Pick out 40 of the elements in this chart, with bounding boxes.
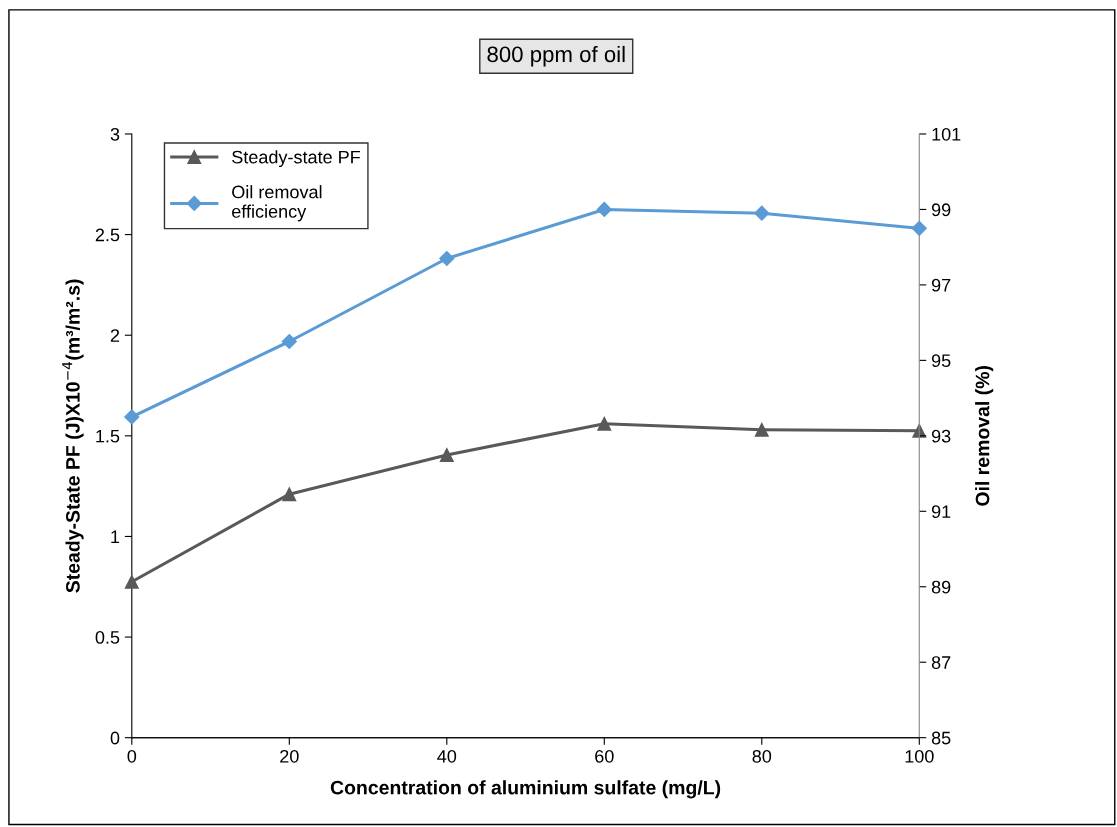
y2-tick-label: 95 [931,354,951,368]
x-tick-label: 0 [127,749,137,763]
point [124,574,139,589]
point [754,422,769,437]
y2-tick-label: 89 [931,580,951,594]
y2-tick-label: 97 [931,278,951,292]
y2-tick-label: 99 [931,203,951,217]
point [911,220,927,236]
x-tick-label: 40 [437,749,457,763]
x-tick-label: 100 [905,749,934,763]
point [281,333,297,350]
y-tick-label: 1 [111,530,120,543]
point [912,423,927,438]
y2-tick-label: 91 [931,505,951,519]
y2-axis-title: Oil removal (%) [975,366,994,506]
y-tick-label: 2 [110,329,120,342]
y-tick-label: 0.5 [95,631,120,644]
point [754,205,770,221]
point [439,250,455,267]
x-axis-title: Concentration of aluminium sulfate (mg/L) [330,780,721,799]
point [596,201,612,218]
legend-label: Steady-state PF [232,150,360,168]
y2-tick-label: 85 [931,731,951,745]
x-tick-label: 80 [752,749,772,763]
y-tick-label: 3 [110,127,120,141]
chart-title: 800 ppm of oil [487,45,625,67]
y-axis-title: Steady-State PF (J)X10$^{−4}$(m³/m².s) [62,279,84,593]
y-tick-label: 0 [110,731,120,745]
y2-tick-label: 87 [931,656,951,669]
point [597,416,612,431]
x-tick-label: 20 [280,749,299,763]
point [282,487,297,502]
y2-tick-label: 101 [932,127,961,141]
y2-tick-label: 93 [931,429,951,443]
y-tick-label: 1.5 [96,429,120,443]
legend-label: Oil removal efficiency [232,185,322,222]
x-tick-label: 60 [595,749,614,763]
point [439,448,454,462]
y-tick-label: 2.5 [95,228,120,242]
point [124,409,140,425]
